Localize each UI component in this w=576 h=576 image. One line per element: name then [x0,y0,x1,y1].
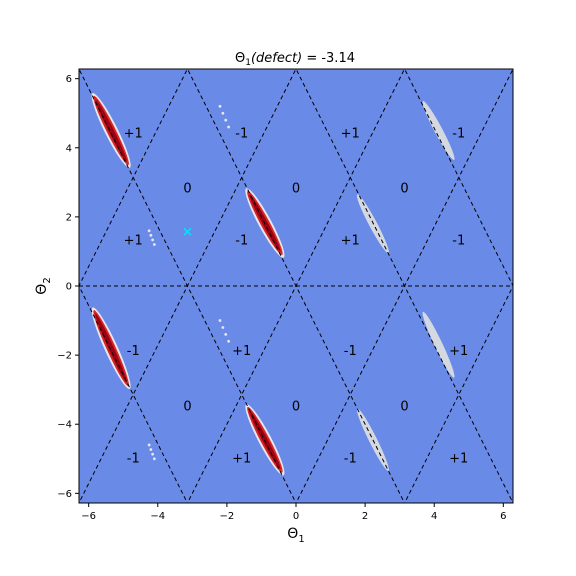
x-tick-label: 0 [293,511,299,522]
x-ticks: −6 −4 −2 0 2 4 6 [81,503,507,522]
x-tick-label: −4 [150,511,165,522]
x-tick-label: 2 [362,511,368,522]
speck [218,104,222,108]
speck [152,457,156,461]
region-label: +1 [124,126,143,141]
chart-title: Θ1(defect) = -3.14 [235,51,355,68]
y-tick-label: 0 [66,282,72,293]
speck [147,443,151,447]
title-subscript: 1 [245,58,251,68]
streak-core [249,410,281,470]
ylabel-subscript: 2 [42,277,53,283]
x-axis-label: Θ1 [287,526,304,545]
title-theta: Θ [235,51,245,66]
y-tick-label: −2 [57,351,72,362]
region-label: 0 [400,399,408,414]
speck [152,243,156,246]
streak-grey [356,194,389,254]
region-label: 0 [183,399,191,414]
speck [227,339,231,343]
speck [151,452,155,456]
lattice-diagonal [295,69,513,503]
lattice-diagonal [186,69,406,503]
y-tick-label: −4 [57,420,72,431]
region-label: +1 [124,234,143,249]
region-label: -1 [452,126,465,141]
y-tick-label: 6 [66,74,72,85]
region-label: +1 [232,451,251,466]
defect-marker [183,227,192,236]
region-label: 0 [292,182,300,197]
lattice-diagonal [79,69,297,503]
plot-area: +1 -1 +1 -1 0 0 0 +1 -1 +1 -1 -1 +1 -1 +1 0 0 0 -1 +1 -1 +1 [78,68,514,504]
ylabel-theta: Θ [34,284,50,295]
defect-marker-stroke [183,227,192,236]
y-tick-label: −6 [57,489,72,500]
region-label: -1 [235,234,248,249]
speck [224,332,228,336]
streak-core [95,99,127,162]
speck [147,229,151,233]
region-labels: +1 -1 +1 -1 0 0 0 +1 -1 +1 -1 -1 +1 -1 +1 0 0 0 -1 +1 -1 +1 [124,126,469,466]
y-axis-label: Θ2 [34,277,53,294]
region-label: -1 [344,344,357,359]
region-label: -1 [235,126,248,141]
region-label: -1 [127,344,140,359]
y-ticks: −6 −4 −2 0 2 4 6 [57,74,79,500]
title-italic: (defect) [251,51,302,66]
region-label: -1 [344,451,357,466]
x-tick-label: −2 [220,511,235,522]
title-value: = -3.14 [302,51,355,66]
region-label: +1 [232,344,251,359]
x-tick-label: 6 [500,511,506,522]
speck [221,326,225,329]
speck [151,238,155,242]
region-label: +1 [449,344,468,359]
region-label: 0 [183,182,191,197]
y-tick-label: 2 [66,212,72,223]
region-label: +1 [341,234,360,249]
x-tick-label: −6 [81,511,96,522]
speck [149,448,153,451]
y-tick-label: 4 [66,143,72,154]
x-tick-label: 4 [431,511,437,522]
speck [218,319,222,322]
xlabel-theta: Θ [287,526,298,542]
streak-grey [422,311,455,378]
speck [149,233,153,237]
speck [221,111,225,115]
region-label: 0 [400,182,408,197]
speck [227,125,231,129]
region-label: +1 [449,451,468,466]
region-label: +1 [341,126,360,141]
region-label: -1 [452,234,465,249]
region-label: -1 [127,451,140,466]
xlabel-subscript: 1 [298,534,304,545]
speck [224,118,228,122]
region-label: 0 [292,399,300,414]
streak-grey [422,101,455,160]
dashed-lattice [79,69,513,503]
